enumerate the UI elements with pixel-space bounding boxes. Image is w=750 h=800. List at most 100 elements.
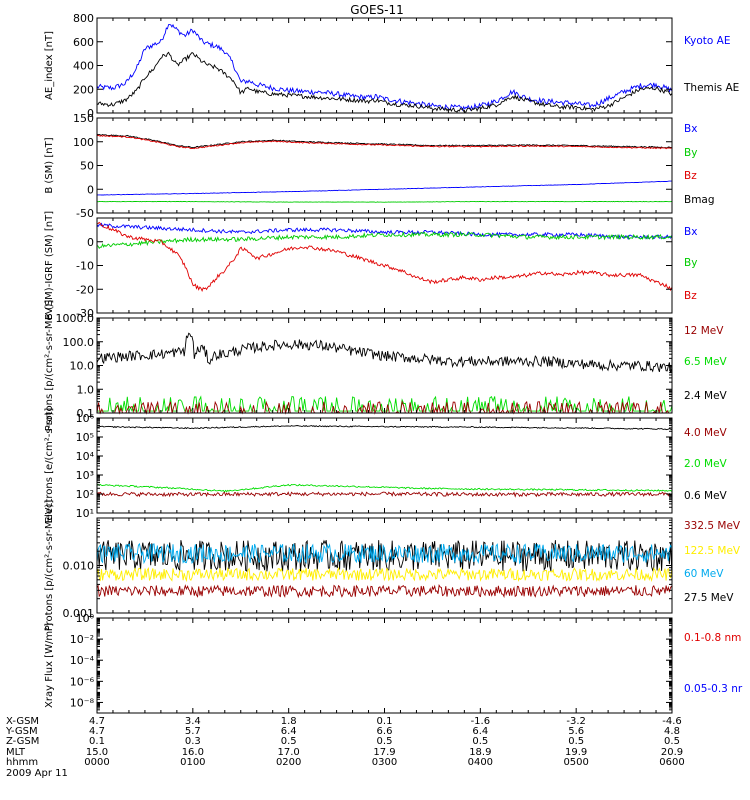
footer-value: 19.9 xyxy=(565,747,587,758)
series-bx xyxy=(96,222,673,241)
legend-entry: 2.0 MeV xyxy=(684,458,728,470)
y-tick-label: 50 xyxy=(80,160,94,173)
footer-value: 0500 xyxy=(563,757,588,768)
legend-entry: 0.05-0.3 nr xyxy=(684,683,743,695)
y-axis-label: Protons [p/(cm²-s-sr-MeV)] xyxy=(44,500,55,632)
y-tick-label: -30 xyxy=(76,307,94,320)
legend-entry: By xyxy=(684,257,697,269)
legend-entry: 0.1-0.8 nm xyxy=(684,632,741,644)
y-tick-label: 150 xyxy=(73,112,94,125)
y-axis-label: B (SM) [nT] xyxy=(44,137,55,193)
y-tick-label: 0 xyxy=(87,183,94,196)
series-by xyxy=(96,200,672,203)
series-bz xyxy=(96,134,672,150)
footer-value: 17.0 xyxy=(278,747,300,758)
y-tick-label: -10 xyxy=(76,260,94,273)
y-tick-label: 1000.0 xyxy=(56,312,95,325)
series-122-5-mev xyxy=(96,566,673,583)
footer-value: 15.0 xyxy=(86,747,108,758)
legend-entry: 122.5 MeV xyxy=(684,545,741,557)
footer-value: 6.4 xyxy=(281,726,297,737)
footer-value: 0.3 xyxy=(185,736,201,747)
y-tick-label: 10⁵ xyxy=(76,431,94,444)
footer-value: 0100 xyxy=(180,757,205,768)
y-tick-label: 0.001 xyxy=(63,607,95,620)
y-tick-label: 10⁻⁴ xyxy=(70,654,95,667)
series-60-mev xyxy=(96,542,673,565)
footer-row-label: hhmm xyxy=(6,757,38,768)
panel-frame xyxy=(96,117,673,214)
y-tick-label: 400 xyxy=(73,60,94,73)
legend-entry: 12 MeV xyxy=(684,325,724,337)
footer-value: 18.9 xyxy=(469,747,491,758)
legend-entry: 332.5 MeV xyxy=(684,520,741,532)
legend-entry: Bx xyxy=(684,123,697,135)
footer-value: 0.5 xyxy=(664,736,680,747)
series-by xyxy=(96,231,673,250)
series-0-6-mev xyxy=(96,425,672,431)
y-tick-label: 0.010 xyxy=(63,560,95,573)
series-bz xyxy=(96,221,673,292)
legend-entry: Bz xyxy=(684,290,697,302)
footer-value: 0000 xyxy=(84,757,109,768)
series-4-0-mev xyxy=(96,491,672,498)
y-tick-label: 200 xyxy=(73,83,94,96)
legend-entry: Bx xyxy=(684,226,697,238)
footer-value: 0300 xyxy=(372,757,397,768)
y-axis-label: Electrons [e/(cm²-s-sr)] xyxy=(44,408,55,524)
panel-6: 0.001 0.010 Protons [p/(cm²-s-sr-MeV)] 332.… xyxy=(44,500,741,632)
legend-entry: 6.5 MeV xyxy=(684,356,728,368)
plot-title: GOES-11 xyxy=(350,3,404,17)
y-tick-label: 800 xyxy=(73,12,94,25)
legend-entry: 4.0 MeV xyxy=(684,427,728,439)
y-tick-label: 10⁻⁸ xyxy=(70,696,95,709)
series-2-4-mev xyxy=(96,332,673,373)
footer-row-label: Z-GSM xyxy=(6,736,39,747)
footer-value: 1.8 xyxy=(281,716,297,727)
y-tick-label: 10² xyxy=(76,488,94,501)
footer-value: 0200 xyxy=(276,757,301,768)
y-tick-label: -50 xyxy=(76,207,94,220)
legend-entry: 0.6 MeV xyxy=(684,490,728,502)
footer-value: 17.9 xyxy=(373,747,395,758)
panel-2: -50 0 50 100 150 B (SM) [nT] Bx By Bz Bmag xyxy=(44,112,715,220)
panel-1: 0 200 400 600 800 AE_index [nT] Kyoto AE Themis… xyxy=(44,12,739,120)
panel-7: 10⁻⁸ 10⁻⁶ 10⁻⁴ 10⁻² 10⁰ Xray Flux [W/m²] 0.1-0… xyxy=(44,612,743,714)
legend-entry: 60 MeV xyxy=(684,568,724,580)
y-tick-label: 10⁻² xyxy=(70,633,94,646)
y-tick-label: 0 xyxy=(87,107,94,120)
y-tick-label: 10.0 xyxy=(70,360,95,373)
footer-value: -1.6 xyxy=(471,716,491,727)
panel-frame xyxy=(96,417,673,514)
legend-entry: 2.4 MeV xyxy=(684,390,728,402)
panel-3: -30 -20 -10 0 B (SM)-IGRF (SM) [nT] Bx By Bz xyxy=(44,211,697,320)
series-332-5-mev xyxy=(96,584,673,599)
legend-entry: Kyoto AE xyxy=(684,35,730,47)
panel-frame xyxy=(96,517,673,614)
legend-entry: Bmag xyxy=(684,194,715,206)
y-axis-label: B (SM)-IGRF (SM) [nT] xyxy=(44,211,55,320)
footer-value: 0.5 xyxy=(281,736,297,747)
legend-entry: 27.5 MeV xyxy=(684,592,734,604)
y-tick-label: 1.0 xyxy=(77,383,95,396)
y-axis-label: Protons [p/(cm²-s-sr-MeV)] xyxy=(44,300,55,432)
series-27-5-mev xyxy=(96,539,673,572)
y-tick-label: 100 xyxy=(73,136,94,149)
footer-value: 0.5 xyxy=(472,736,488,747)
y-tick-label: 10⁻⁶ xyxy=(70,675,95,688)
legend-entry: Bz xyxy=(684,170,697,182)
footer-value: -4.6 xyxy=(662,716,682,727)
series-2-0-mev xyxy=(96,483,672,493)
footer-value: 4.7 xyxy=(89,726,105,737)
y-axis-label: AE_index [nT] xyxy=(44,31,55,100)
footer-row-label: MLT xyxy=(6,747,26,758)
footer-value: 0.1 xyxy=(377,716,393,727)
legend-entry: By xyxy=(684,147,697,159)
series-bx xyxy=(97,180,672,196)
footer-value: 4.7 xyxy=(89,716,105,727)
series-themis-ae xyxy=(96,51,673,113)
footer-value: -3.2 xyxy=(566,716,586,727)
footer-row-label: Y-GSM xyxy=(5,726,38,737)
